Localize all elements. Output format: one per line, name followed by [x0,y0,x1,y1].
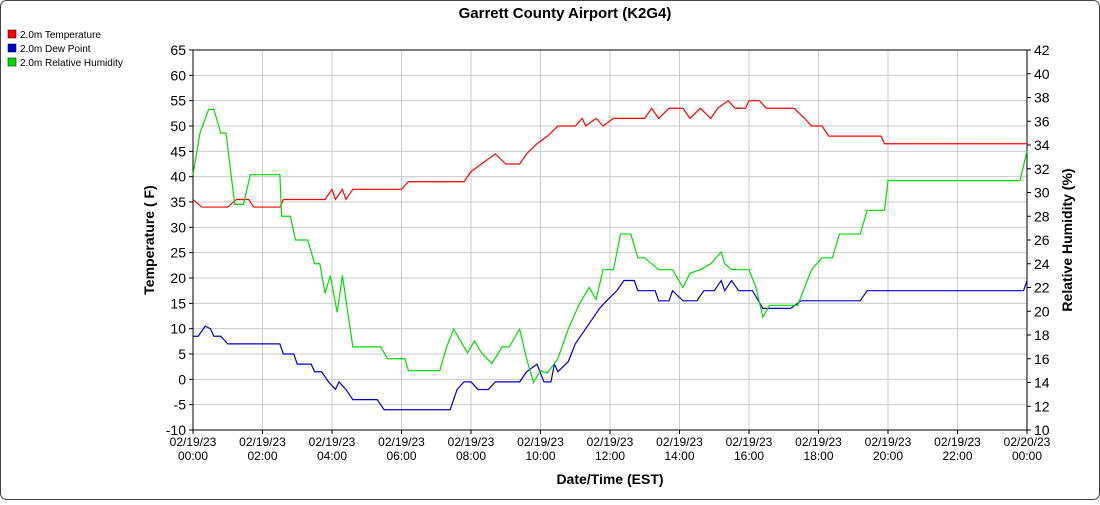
y-tick-label: -10 [166,422,186,438]
y-tick-label: 60 [170,67,186,83]
y2-tick-label: 20 [1034,303,1050,319]
y-tick-label: 35 [170,194,186,210]
y2-tick-label: 10 [1034,422,1050,438]
y2-tick-label: 36 [1034,113,1050,129]
x-tick-label: 02/19/23 14:00 [656,435,703,463]
y-tick-label: -5 [174,397,187,413]
chart-title: Garrett County Airport (K2G4) [459,5,672,22]
y2-tick-label: 22 [1034,280,1050,296]
y-tick-label: 55 [170,93,186,109]
y-tick-label: 5 [178,346,186,362]
y-axis-label: Temperature ( F) [141,185,157,294]
legend-swatch [7,57,17,67]
y2-tick-label: 38 [1034,90,1050,106]
y-tick-label: 50 [170,118,186,134]
y-tick-label: 20 [170,270,186,286]
y2-tick-label: 40 [1034,66,1050,82]
legend-label: 2.0m Dew Point [20,44,91,55]
x-tick-label: 02/19/23 18:00 [795,435,842,463]
x-tick-label: 02/20/23 00:00 [1004,435,1051,463]
x-tick-label: 02/19/23 16:00 [726,435,773,463]
y2-tick-label: 28 [1034,208,1050,224]
plot-border [192,49,1028,431]
y2-tick-label: 32 [1034,161,1050,177]
series-line [192,99,1027,208]
y2-tick-label: 24 [1034,256,1050,272]
x-tick-label: 02/19/23 08:00 [448,435,495,463]
legend-swatch [7,43,17,53]
y2-tick-label: 26 [1034,232,1050,248]
y-tick-label: 25 [170,245,186,261]
x-tick-label: 02/19/23 20:00 [865,435,912,463]
y-tick-label: 0 [178,371,186,387]
y2-tick-label: 16 [1034,351,1050,367]
x-tick-label: 02/19/23 04:00 [309,435,356,463]
x-tick-label: 02/19/23 12:00 [587,435,634,463]
x-tick-label: 02/19/23 02:00 [239,435,286,463]
y2-tick-label: 42 [1034,42,1050,58]
x-tick-label: 02/19/23 06:00 [378,435,425,463]
legend-swatch [7,29,17,39]
series-line [192,108,1028,385]
y-tick-label: 65 [170,42,186,58]
y2-tick-label: 14 [1034,375,1050,391]
x-tick-label: 02/19/23 22:00 [934,435,981,463]
y-tick-label: 10 [170,321,186,337]
y-tick-label: 30 [170,219,186,235]
y2-axis-label: Relative Humidity (%) [1059,168,1075,311]
y2-tick-label: 30 [1034,185,1050,201]
y-tick-label: 45 [170,143,186,159]
x-tick-label: 02/19/23 00:00 [170,435,217,463]
x-axis-label: Date/Time (EST) [556,471,663,487]
series-line [193,279,1028,411]
y2-tick-label: 34 [1034,137,1050,153]
x-tick-label: 02/19/23 10:00 [517,435,564,463]
legend-label: 2.0m Relative Humidity [20,58,123,69]
y2-tick-label: 12 [1034,398,1050,414]
y-tick-label: 15 [170,295,186,311]
y-tick-label: 40 [170,169,186,185]
legend-label: 2.0m Temperature [20,30,101,41]
y2-tick-label: 18 [1034,327,1050,343]
